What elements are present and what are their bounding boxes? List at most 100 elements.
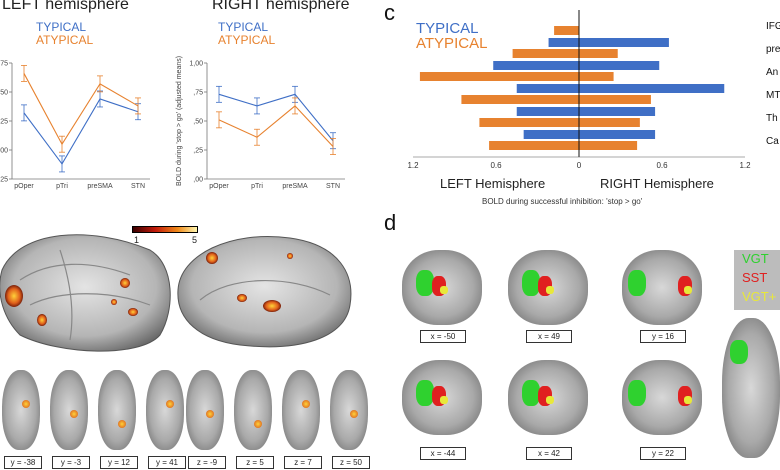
series-line-atypical	[218, 105, 334, 147]
bar-typical-left	[548, 38, 579, 47]
slice-coordinate-label: y = 41	[148, 456, 186, 469]
brain-slice-image	[234, 370, 272, 450]
brain-slice-image	[402, 250, 482, 325]
activation-blob	[237, 294, 247, 302]
brain-slice-image	[186, 370, 224, 450]
activation-blob	[287, 253, 293, 259]
y-tick-label: ,50	[193, 119, 203, 126]
y-tick-label: ,75	[0, 61, 8, 68]
left-legend-typical: TYPICAL	[36, 20, 87, 34]
brain-slice-image	[622, 360, 702, 435]
lateral-brain-surface	[0, 234, 171, 352]
slice-coordinate-label: x = 42	[526, 447, 572, 460]
overlap-region	[440, 286, 448, 294]
y-axis-label: BOLD during 'stop > go' (adjusted means)	[176, 56, 183, 186]
bar-atypical-left	[461, 95, 579, 104]
series-line-typical	[23, 98, 139, 165]
brain-slice-image	[402, 360, 482, 435]
y-tick-label: ,00	[0, 148, 8, 155]
slice-coordinate-label: x = -50	[420, 330, 466, 343]
bar-atypical-right	[579, 95, 651, 104]
x-tick-label: preSMA	[87, 183, 113, 190]
activation-blob	[70, 410, 78, 418]
x-tick-label: 1.2	[407, 161, 419, 170]
x-tick-label: 0.6	[656, 161, 668, 170]
brain-slice-image	[622, 250, 702, 325]
roi-label: Ca	[766, 136, 779, 147]
series-line-typical	[218, 93, 334, 142]
bar-atypical-left	[479, 118, 579, 127]
right-legend-atypical: ATYPICAL	[218, 33, 276, 47]
roi-label: IFG	[766, 21, 780, 32]
overlap-region	[440, 396, 448, 404]
bar-chart-xlabel: BOLD during successful inhibition: 'stop…	[482, 197, 643, 206]
bar-typical-right	[579, 61, 660, 70]
roi-label: An	[766, 67, 778, 78]
x-tick-label: 1.2	[739, 161, 751, 170]
x-tick-label: STN	[131, 183, 145, 190]
left-hemisphere-axis-label: LEFT Hemisphere	[440, 176, 546, 191]
y-tick-label: ,75	[193, 90, 203, 97]
vgt-region	[730, 340, 748, 364]
slice-coordinate-label: y = 22	[640, 447, 686, 460]
bar-typical-right	[579, 38, 669, 47]
bar-atypical-right	[579, 49, 618, 58]
medial-brain-surface	[177, 236, 352, 348]
bar-atypical-left	[512, 49, 579, 58]
brain-surface-renders	[0, 226, 352, 352]
slice-coordinate-label: y = -3	[52, 456, 90, 469]
y-tick-label: ,50	[0, 90, 8, 97]
slice-coordinate-label: z = 50	[332, 456, 370, 469]
y-tick-label: ,25	[193, 148, 203, 155]
x-tick-label: pOper	[209, 183, 229, 190]
c-legend-typical: TYPICAL	[416, 20, 479, 37]
vgt-region	[522, 270, 540, 296]
panel-d-legend-bg	[734, 250, 780, 310]
panel-d-letter: d	[384, 210, 397, 235]
right-hemisphere-title: RIGHT hemisphere	[212, 0, 350, 13]
x-tick-label: pOper	[14, 183, 34, 190]
activation-blob	[302, 400, 310, 408]
activation-blob	[263, 300, 281, 312]
overlap-region	[546, 396, 554, 404]
colorbar-min-label: 1	[134, 235, 140, 245]
right-hemisphere-axis-label: RIGHT Hemisphere	[600, 176, 714, 191]
activation-blob	[118, 420, 126, 428]
bar-atypical-left	[554, 26, 579, 35]
activation-blob	[111, 299, 117, 305]
bar-typical-right	[579, 84, 725, 93]
activation-blob	[350, 410, 358, 418]
brain-slice-image	[282, 370, 320, 450]
y-tick-label: 1,00	[189, 61, 203, 68]
activation-blob	[22, 400, 30, 408]
slice-coordinate-label: x = -44	[420, 447, 466, 460]
left-hemisphere-title: LEFT hemisphere	[2, 0, 129, 13]
slice-coordinate-label: z = 7	[284, 456, 322, 469]
colorbar	[133, 227, 197, 232]
roi-label: Th	[766, 113, 778, 124]
bar-typical-left	[493, 61, 579, 70]
panel-c-letter: c	[384, 0, 395, 25]
brain-slice-image	[98, 370, 136, 450]
series-line-atypical	[23, 73, 139, 146]
c-legend-atypical: ATYPICAL	[416, 35, 488, 52]
bar-typical-right	[579, 130, 656, 139]
vgt-region	[628, 380, 646, 406]
roi-label: MT	[766, 90, 780, 101]
vgt-region	[522, 380, 540, 406]
right-line-chart: ,00 ,25 ,50 ,75 1,00 pOper pTri preSMA STN BOLD d…	[176, 56, 345, 190]
brain-slice-image	[2, 370, 40, 450]
slice-coordinate-label: x = 49	[526, 330, 572, 343]
legend-vgt-plus: VGT+	[742, 289, 777, 304]
brain-slice-image	[508, 250, 588, 325]
y-tick-label: ,25	[0, 119, 8, 126]
vgt-region	[416, 380, 434, 406]
overlap-region	[684, 396, 692, 404]
activation-blob	[206, 252, 218, 264]
activation-blob	[206, 410, 214, 418]
activation-blob	[5, 285, 23, 307]
x-tick-label: STN	[326, 183, 340, 190]
brain-slice-image	[722, 318, 780, 458]
colorbar-max-label: 5	[192, 235, 198, 245]
bar-atypical-right	[579, 118, 640, 127]
